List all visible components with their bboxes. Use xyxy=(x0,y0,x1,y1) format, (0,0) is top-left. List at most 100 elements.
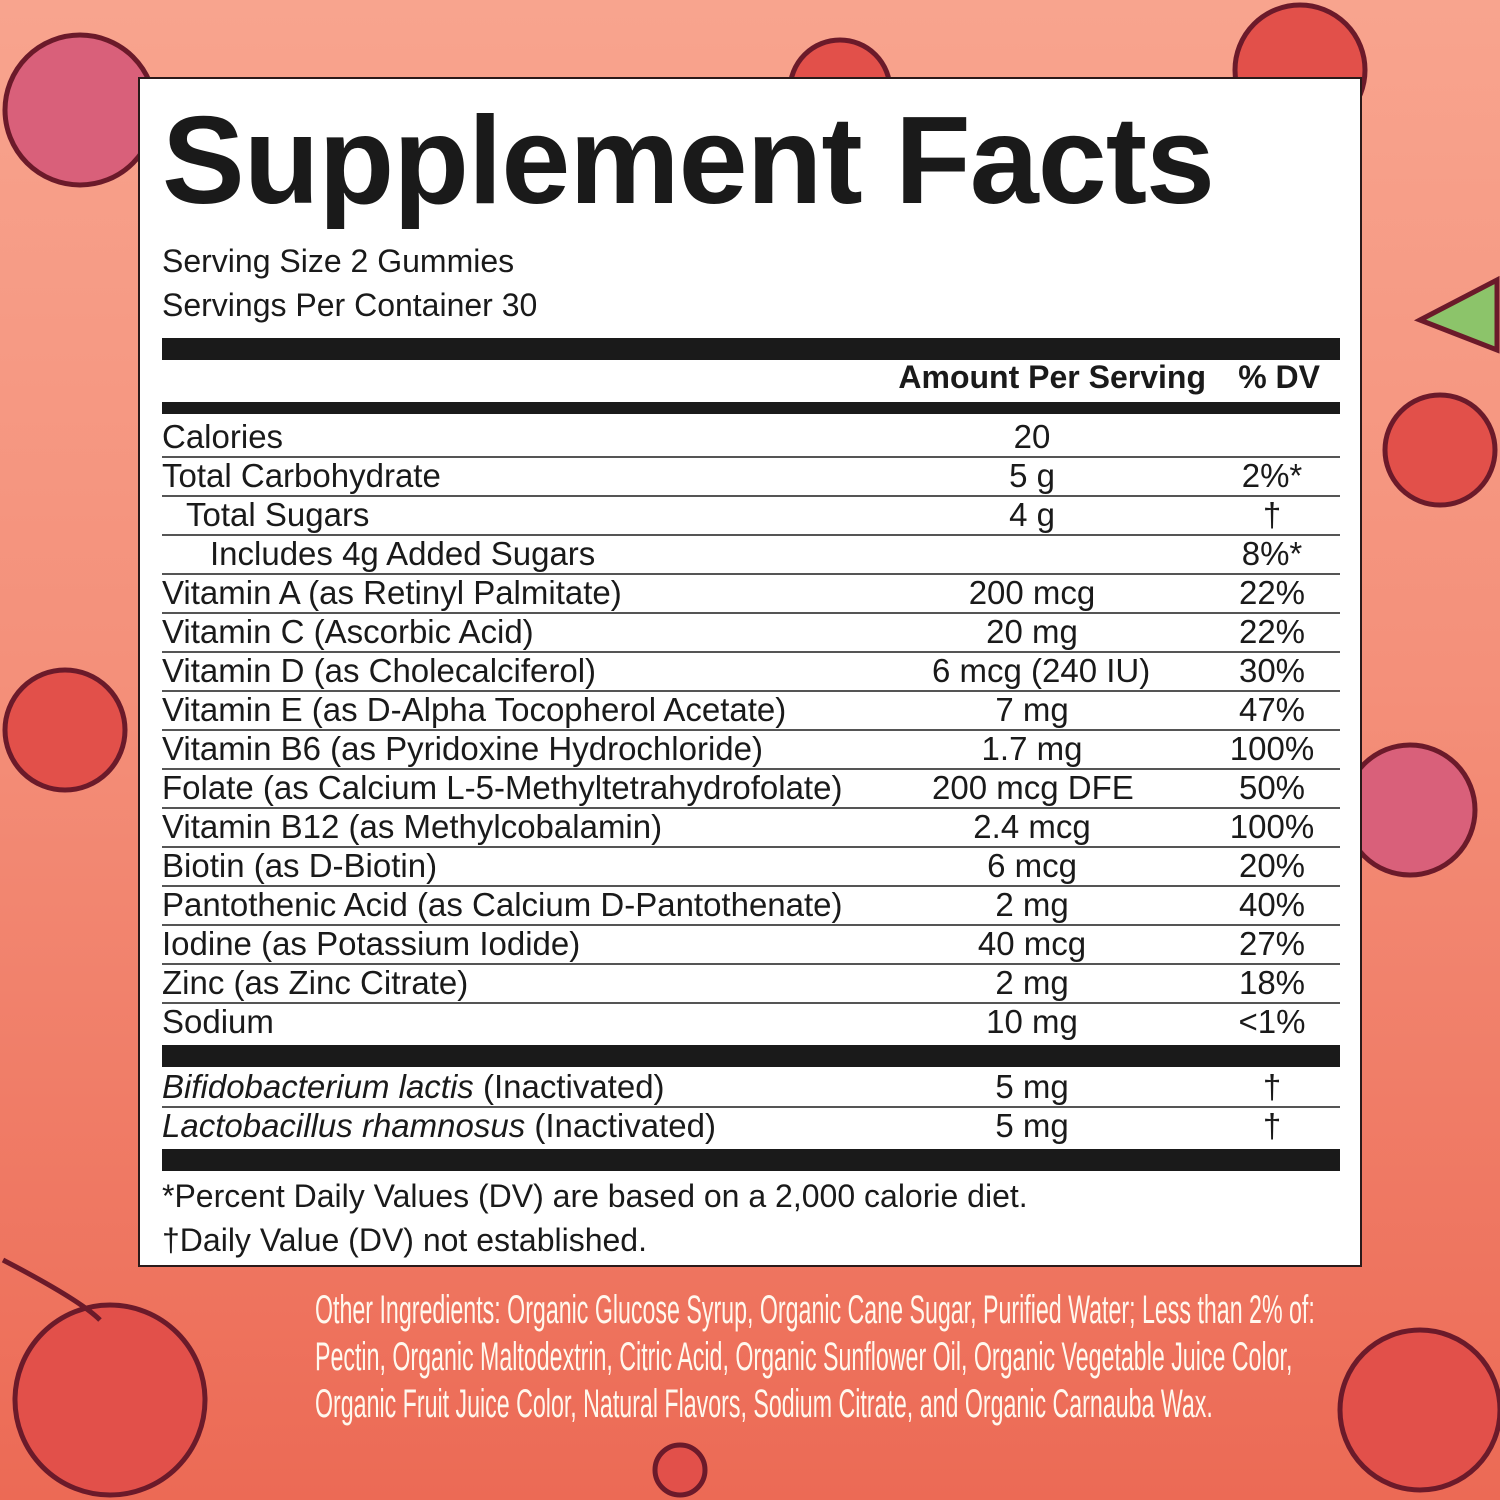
footnote-dagger: †Daily Value (DV) not established. xyxy=(162,1222,647,1258)
nutrient-name: Folate (as Calcium L-5-Methyltetrahydrof… xyxy=(162,769,843,806)
stem-icon xyxy=(1,1257,102,1322)
nutrient-name: Iodine (as Potassium Iodide) xyxy=(162,925,581,962)
nutrient-row: Vitamin C (Ascorbic Acid) 20 mg 22% xyxy=(162,613,1340,653)
nutrient-name: Biotin (as D-Biotin) xyxy=(162,847,438,884)
nutrient-dv: 20% xyxy=(1238,847,1306,884)
nutrient-amount: 10 mg xyxy=(986,1003,1078,1040)
nutrient-dv: 27% xyxy=(1238,925,1306,962)
nutrient-dv: 18% xyxy=(1238,964,1306,1001)
nutrient-dv: 40% xyxy=(1238,886,1306,923)
strawberry-icon xyxy=(2,667,128,793)
servings-per-container: Servings Per Container 30 xyxy=(162,287,538,323)
nutrient-name: Zinc (as Zinc Citrate) xyxy=(162,964,469,1001)
ingredients-line: Organic Fruit Juice Color, Natural Flavo… xyxy=(315,1382,1213,1426)
nutrient-row: Total Carbohydrate 5 g 2%* xyxy=(162,457,1340,497)
nutrient-amount: 6 mcg xyxy=(987,847,1077,884)
nutrient-amount: 2 mg xyxy=(995,964,1069,1001)
leaf-icon xyxy=(1413,275,1500,354)
nutrient-dv: 22% xyxy=(1238,574,1306,611)
cherry-icon xyxy=(12,1302,208,1498)
nutrient-amount: 4 g xyxy=(1009,496,1055,533)
nutrient-name: Pantothenic Acid (as Calcium D-Pantothen… xyxy=(162,886,843,923)
nutrient-amount: 2.4 mcg xyxy=(973,808,1091,845)
nutrient-amount: 40 mcg xyxy=(977,925,1087,962)
nutrient-row: Zinc (as Zinc Citrate) 2 mg 18% xyxy=(162,964,1340,1004)
nutrient-amount: 1.7 mg xyxy=(981,730,1083,767)
nutrient-dv: 100% xyxy=(1229,808,1315,845)
ingredients-line: Pectin, Organic Maltodextrin, Citric Aci… xyxy=(315,1335,1293,1379)
nutrient-amount: 20 mg xyxy=(986,613,1078,650)
probiotic-row: Lactobacillus rhamnosus (Inactivated) 5 m… xyxy=(162,1107,1340,1145)
raspberry-icon xyxy=(2,32,158,188)
nutrient-name: Includes 4g Added Sugars xyxy=(210,535,596,572)
divider xyxy=(162,402,1340,414)
nutrient-name: Total Sugars xyxy=(186,496,370,533)
probiotic-dv: † xyxy=(1262,1068,1282,1105)
nutrient-dv: 100% xyxy=(1229,730,1315,767)
probiotic-amount: 5 mg xyxy=(995,1068,1069,1105)
nutrient-row: Vitamin B12 (as Methylcobalamin) 2.4 mcg 1… xyxy=(162,808,1340,848)
raspberry-icon xyxy=(1342,742,1478,878)
nutrient-row: Includes 4g Added Sugars 8%* xyxy=(162,535,1340,575)
supplement-facts-panel: Supplement Facts Serving Size 2 Gummies … xyxy=(138,77,1362,1267)
dv-header: % DV xyxy=(1238,359,1320,395)
footnote-dv: *Percent Daily Values (DV) are based on … xyxy=(162,1178,1028,1214)
nutrient-row: Calories 20 xyxy=(162,418,1340,458)
nutrient-name: Calories xyxy=(162,418,284,455)
nutrient-name: Sodium xyxy=(162,1003,274,1040)
nutrient-amount: 20 xyxy=(1013,418,1051,455)
divider xyxy=(162,338,1340,360)
divider xyxy=(162,1045,1340,1067)
panel-title: Supplement Facts xyxy=(162,92,1215,230)
nutrient-dv: 2%* xyxy=(1241,457,1303,494)
nutrient-dv: † xyxy=(1262,496,1282,533)
probiotic-row: Bifidobacterium lactis (Inactivated) 5 mg… xyxy=(162,1068,1340,1108)
nutrient-amount: 200 mcg xyxy=(968,574,1096,611)
nutrient-table: Calories 20 Total Carbohydrate 5 g 2%* Total … xyxy=(162,418,1340,1041)
strawberry-icon xyxy=(1337,1327,1500,1493)
nutrient-row: Vitamin B6 (as Pyridoxine Hydrochloride)… xyxy=(162,730,1340,770)
nutrient-row: Iodine (as Potassium Iodide) 40 mcg 27% xyxy=(162,925,1340,965)
species-note: (Inactivated) xyxy=(525,1107,716,1144)
nutrient-name: Vitamin E (as D-Alpha Tocopherol Acetate… xyxy=(162,691,787,728)
nutrient-row: Folate (as Calcium L-5-Methyltetrahydrof… xyxy=(162,769,1340,809)
nutrient-amount: 2 mg xyxy=(995,886,1069,923)
nutrient-amount: 6 mcg (240 IU) xyxy=(932,652,1151,689)
species-note: (Inactivated) xyxy=(473,1068,665,1105)
nutrient-name: Vitamin A (as Retinyl Palmitate) xyxy=(162,574,622,611)
probiotic-table: Bifidobacterium lactis (Inactivated) 5 mg… xyxy=(162,1068,1340,1145)
amount-header: Amount Per Serving xyxy=(898,359,1206,395)
species-name: Lactobacillus rhamnosus xyxy=(162,1107,526,1144)
nutrient-amount: 7 mg xyxy=(995,691,1069,728)
nutrient-amount: 200 mcg DFE xyxy=(932,769,1134,806)
nutrient-dv: 50% xyxy=(1238,769,1306,806)
probiotic-name: Bifidobacterium lactis (Inactivated) xyxy=(162,1068,665,1105)
nutrient-row: Pantothenic Acid (as Calcium D-Pantothen… xyxy=(162,886,1340,926)
divider xyxy=(162,1149,1340,1171)
nutrient-row: Biotin (as D-Biotin) 6 mcg 20% xyxy=(162,847,1340,887)
nutrient-amount: 5 g xyxy=(1009,457,1055,494)
nutrient-row: Vitamin A (as Retinyl Palmitate) 200 mcg 2… xyxy=(162,574,1340,614)
other-ingredients: Other Ingredients: Organic Glucose Syrup… xyxy=(0,1287,1500,1428)
nutrient-row: Vitamin D (as Cholecalciferol) 6 mcg (240… xyxy=(162,652,1340,692)
nutrient-row: Vitamin E (as D-Alpha Tocopherol Acetate… xyxy=(162,691,1340,731)
nutrient-name: Total Carbohydrate xyxy=(162,457,441,494)
nutrient-name: Vitamin B6 (as Pyridoxine Hydrochloride) xyxy=(162,730,763,767)
nutrient-dv: 30% xyxy=(1238,652,1306,689)
probiotic-amount: 5 mg xyxy=(995,1107,1069,1144)
nutrient-dv: 22% xyxy=(1238,613,1306,650)
column-header: Amount Per Serving % DV xyxy=(162,357,1340,401)
nutrient-name: Vitamin D (as Cholecalciferol) xyxy=(162,652,597,689)
nutrient-row: Sodium 10 mg <1% xyxy=(162,1003,1340,1041)
probiotic-name: Lactobacillus rhamnosus (Inactivated) xyxy=(162,1107,716,1144)
nutrient-name: Vitamin C (Ascorbic Acid) xyxy=(162,613,534,650)
nutrient-name: Vitamin B12 (as Methylcobalamin) xyxy=(162,808,663,845)
serving-size: Serving Size 2 Gummies xyxy=(162,243,515,279)
nutrient-dv: <1% xyxy=(1238,1003,1306,1040)
species-name: Bifidobacterium lactis xyxy=(162,1068,474,1105)
nutrient-dv: 47% xyxy=(1238,691,1306,728)
probiotic-dv: † xyxy=(1262,1107,1282,1144)
cherry-icon xyxy=(652,1442,708,1498)
ingredients-line: Other Ingredients: Organic Glucose Syrup… xyxy=(315,1288,1315,1332)
nutrient-row: Total Sugars 4 g † xyxy=(162,496,1340,536)
